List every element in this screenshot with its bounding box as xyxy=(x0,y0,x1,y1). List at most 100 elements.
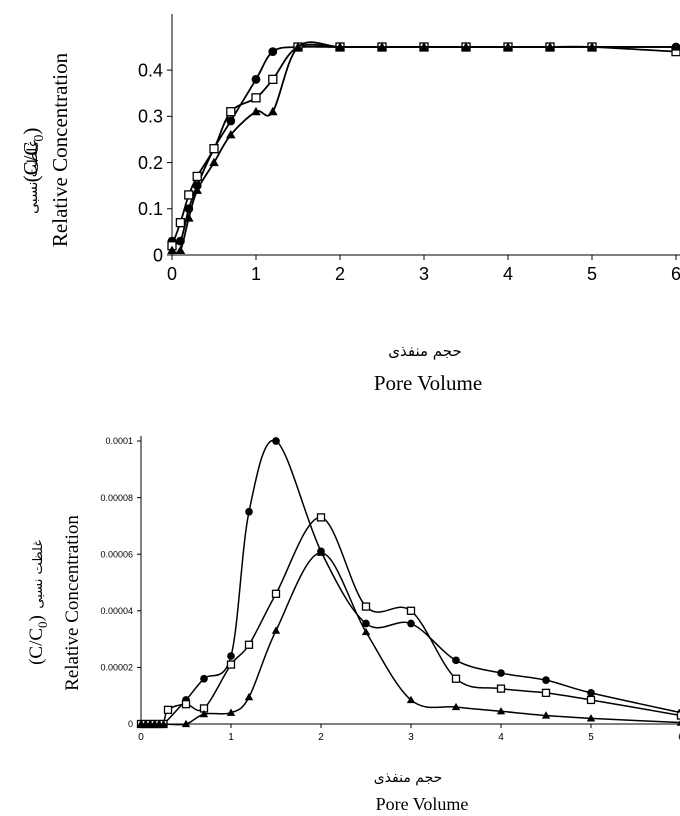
series-marker-triangle xyxy=(496,707,506,715)
x-tick-label: 4 xyxy=(503,264,513,284)
series-marker-square xyxy=(244,640,254,649)
x-tick-label: 3 xyxy=(419,264,429,284)
x-tick-label: 6 xyxy=(678,732,680,743)
series-marker-triangle xyxy=(199,709,209,718)
series-marker-triangle xyxy=(271,626,281,634)
chart-1-y-tick-labels: 0 0.1 0.2 0.3 0.4 xyxy=(138,60,163,265)
series-marker-square xyxy=(676,711,680,720)
series-marker-triangle xyxy=(671,42,680,51)
chart-2-ylabel-en: Relative Concentration xyxy=(62,515,83,691)
series-marker-circle xyxy=(452,656,460,665)
x-tick-label: 6 xyxy=(671,264,680,284)
series-marker-square xyxy=(209,144,219,154)
series-marker-circle xyxy=(226,116,236,126)
y-tick-label: 0.00004 xyxy=(100,606,133,616)
series-marker-triangle xyxy=(268,106,278,116)
series-marker-circle xyxy=(497,669,505,677)
series-marker-square xyxy=(181,700,191,709)
x-tick-label: 4 xyxy=(498,732,504,743)
series-marker-square xyxy=(316,513,326,522)
series-marker-circle xyxy=(587,689,595,697)
series-marker-square xyxy=(175,217,186,228)
series-marker-triangle xyxy=(251,106,261,116)
chart-1-axes xyxy=(167,14,680,260)
x-tick-label: 0 xyxy=(138,732,144,743)
series-marker-triangle xyxy=(293,42,303,51)
series-marker-triangle xyxy=(406,695,416,704)
series-marker-square xyxy=(268,74,278,85)
series-marker-triangle xyxy=(226,708,236,716)
series-marker-triangle xyxy=(361,627,371,636)
series-marker-triangle xyxy=(244,692,254,701)
y-tick-label: 0.4 xyxy=(138,60,163,80)
series-marker-square xyxy=(192,171,202,182)
series-marker-triangle xyxy=(541,711,551,719)
chart-1-ylabel-en: Relative Concentration xyxy=(48,52,72,247)
chart-2-y-tick-labels: 0 0.00002 0.00004 0.00006 0.00008 0.0001 xyxy=(100,436,133,729)
y-tick-label: 0 xyxy=(128,719,133,729)
y-tick-label: 0.00006 xyxy=(100,549,133,559)
x-tick-label: 0 xyxy=(167,264,177,284)
series-marker-square xyxy=(226,660,236,669)
chart-1-xlabel-fa: حجم منفذی xyxy=(388,342,461,360)
y-tick-label: 0.1 xyxy=(138,199,163,219)
chart-2-series xyxy=(136,437,680,729)
series-marker-square xyxy=(496,684,506,693)
chart-2-xlabel-en: Pore Volume xyxy=(376,794,469,814)
x-tick-label: 5 xyxy=(588,732,594,743)
y-tick-label: 0.00002 xyxy=(100,663,133,673)
series-marker-circle xyxy=(407,619,415,628)
series-marker-triangle xyxy=(209,157,219,167)
y-tick-label: 0.00008 xyxy=(100,493,133,503)
series-marker-triangle xyxy=(175,245,186,254)
x-tick-label: 1 xyxy=(228,732,234,743)
series-marker-circle xyxy=(227,652,235,660)
series-marker-triangle xyxy=(159,719,168,728)
series-marker-triangle xyxy=(586,714,596,722)
chart-1-xlabel-en: Pore Volume xyxy=(374,371,482,395)
series-marker-circle xyxy=(245,507,253,516)
series-marker-square xyxy=(406,606,416,615)
chart-2-axes xyxy=(137,436,680,728)
series-marker-triangle xyxy=(335,42,345,51)
series-marker-circle xyxy=(542,676,550,684)
series-line-circle xyxy=(171,45,676,245)
series-marker-triangle xyxy=(676,720,680,726)
series-marker-square xyxy=(541,688,551,698)
series-line-triangle xyxy=(171,41,676,254)
series-marker-triangle xyxy=(377,42,387,51)
series-marker-triangle xyxy=(451,702,461,711)
series-marker-triangle xyxy=(226,130,236,139)
x-tick-label: 2 xyxy=(335,264,345,284)
chart-2-ylabel-ratio: (C/C0) xyxy=(26,615,50,665)
chart-1-ylabel-fa: غلظت نسبی xyxy=(25,140,41,214)
series-marker-triangle xyxy=(316,548,326,556)
series-marker-square xyxy=(184,190,194,200)
x-tick-label: 5 xyxy=(587,264,597,284)
series-marker-triangle xyxy=(461,42,471,51)
series-marker-square xyxy=(586,695,596,705)
x-tick-label: 2 xyxy=(318,732,324,743)
series-marker-triangle xyxy=(587,42,597,51)
chart-2-xlabel-fa: حجم منفذی xyxy=(374,770,443,786)
series-marker-square xyxy=(226,107,236,117)
series-marker-square xyxy=(451,674,461,683)
y-tick-label: 0.3 xyxy=(138,107,163,127)
series-marker-circle xyxy=(362,619,370,628)
y-tick-label: 0.0001 xyxy=(105,436,133,446)
series-marker-square xyxy=(163,705,173,714)
chart-1-series xyxy=(167,41,680,254)
x-tick-label: 3 xyxy=(408,732,414,743)
y-tick-label: 0.2 xyxy=(138,153,163,173)
series-marker-circle xyxy=(268,47,278,57)
x-tick-label: 1 xyxy=(251,264,261,284)
chart-1-ylabel-ratio: (C/C0) xyxy=(19,128,47,183)
y-tick-label: 0 xyxy=(153,245,163,265)
chart-2-ylabel-fa: غلظت نسبی xyxy=(31,540,46,609)
series-marker-triangle xyxy=(181,719,191,728)
series-marker-triangle xyxy=(192,185,202,194)
series-marker-circle xyxy=(200,674,208,683)
series-marker-square xyxy=(271,589,281,598)
chart-1-x-tick-labels: 0 1 2 3 4 5 6 xyxy=(167,264,680,284)
